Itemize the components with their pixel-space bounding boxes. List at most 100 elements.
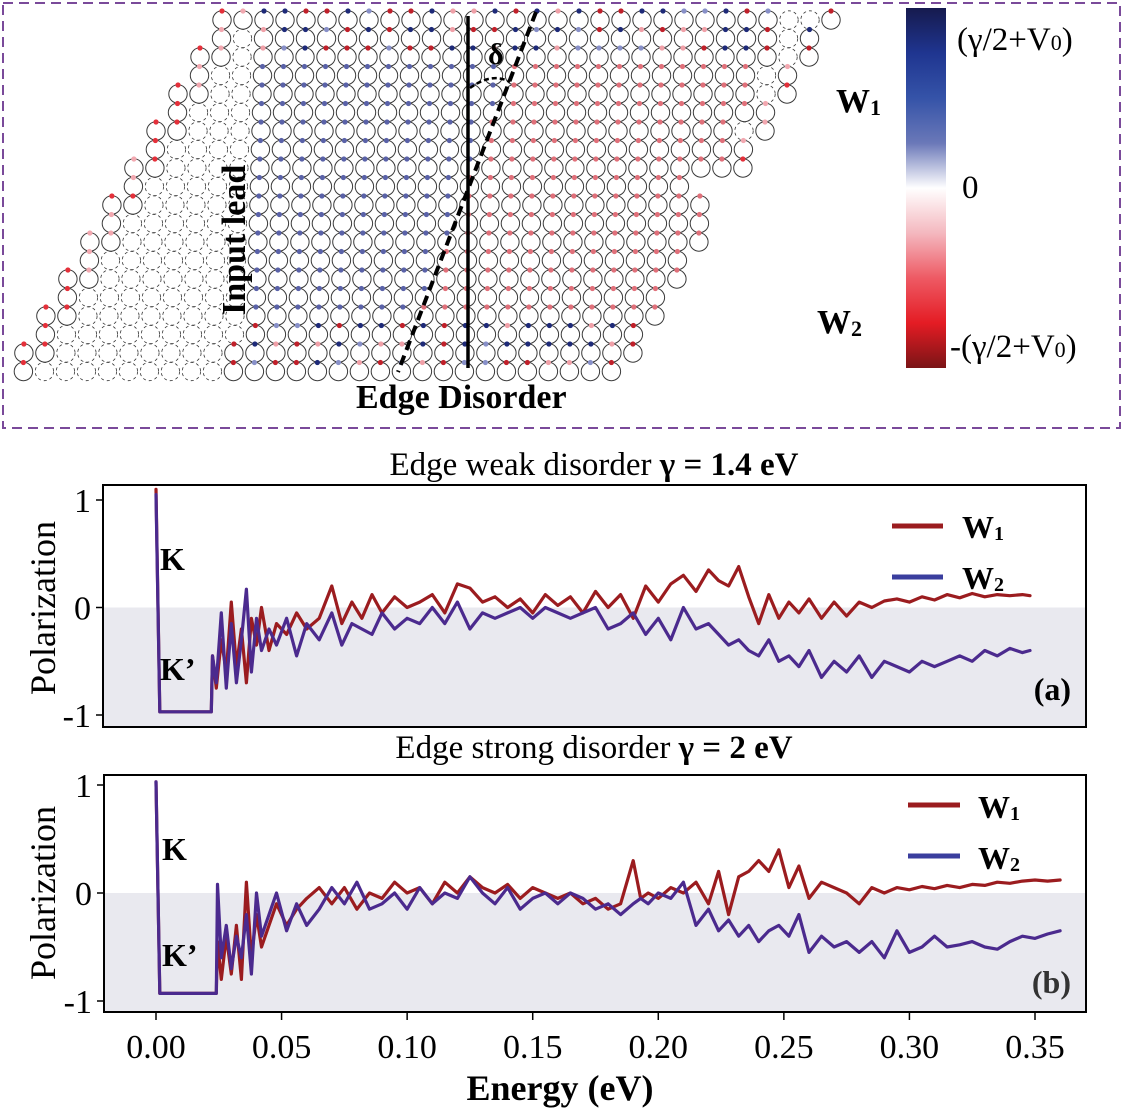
lattice-site: [406, 82, 412, 88]
lattice-site: [552, 100, 559, 107]
lattice-ring: [209, 102, 230, 123]
lattice-site: [743, 26, 750, 33]
lattice-ring: [163, 250, 183, 271]
lattice-site: [615, 119, 621, 125]
lattice-ring: [184, 269, 204, 289]
lattice-site: [361, 193, 367, 199]
lattice-site: [632, 267, 638, 273]
lattice-site: [723, 8, 729, 14]
lattice-site: [279, 119, 285, 125]
lattice-site: [511, 82, 517, 88]
lattice-site: [555, 8, 561, 14]
lattice-site: [381, 211, 387, 218]
lattice-site: [317, 248, 323, 255]
lattice-site: [362, 137, 368, 144]
w1-label: W1: [836, 83, 881, 120]
lattice-site: [174, 119, 180, 125]
lattice-site: [595, 82, 601, 88]
lattice-site: [108, 211, 114, 218]
lattice-site: [407, 26, 414, 33]
lattice-site: [610, 285, 617, 292]
lattice-ring: [121, 250, 141, 271]
lattice-site: [696, 211, 703, 218]
lattice-site: [280, 82, 286, 88]
lattice-site: [637, 82, 643, 88]
lattice-site: [613, 174, 620, 181]
colorbar-max-label: (γ/2+V0): [957, 22, 1073, 58]
lattice-site: [294, 322, 300, 329]
lattice-site: [806, 26, 813, 33]
lattice-site: [740, 156, 746, 162]
lattice-ring: [229, 139, 249, 160]
lattice-site: [322, 63, 329, 70]
lattice-site: [552, 119, 558, 125]
lattice-site: [462, 341, 468, 347]
lattice-site: [342, 119, 348, 125]
lattice-site: [469, 63, 476, 70]
lattice-site: [762, 100, 769, 107]
lattice-site: [652, 285, 659, 292]
lattice-site: [616, 63, 623, 70]
lattice-site: [571, 193, 577, 199]
lattice-site: [425, 156, 431, 162]
lattice-site: [358, 285, 364, 292]
lattice-site: [377, 359, 383, 366]
lattice-site: [64, 304, 70, 310]
lattice-ring: [119, 343, 139, 363]
lattice-site: [592, 174, 599, 181]
lattice-site: [444, 230, 450, 236]
lattice-site: [254, 248, 260, 255]
lattice-site: [319, 174, 325, 181]
x-tick-label: 0.15: [503, 1029, 563, 1066]
lattice-site: [259, 82, 265, 88]
lattice-ring: [188, 121, 208, 141]
lattice-site: [218, 26, 225, 33]
angle-arc: [469, 76, 511, 90]
lattice-site: [319, 193, 325, 199]
lattice-site: [533, 26, 540, 33]
lattice-ring: [165, 176, 185, 197]
lattice-site: [297, 230, 303, 236]
lattice-site: [594, 119, 600, 125]
lattice-site: [572, 137, 579, 144]
lattice-site: [701, 45, 707, 51]
lattice-site: [403, 193, 409, 199]
lattice-site: [681, 8, 687, 14]
lattice-site: [489, 100, 496, 107]
lattice-site: [384, 100, 391, 107]
lattice-site: [314, 359, 320, 366]
lattice-site: [573, 100, 580, 107]
lattice-site: [657, 100, 664, 107]
lattice-ring: [141, 287, 161, 308]
lattice-ring: [143, 213, 163, 234]
lattice-site: [297, 211, 303, 218]
lattice-ring: [164, 232, 184, 252]
lattice-site: [659, 26, 666, 33]
lattice-site: [486, 211, 492, 218]
lattice-site: [674, 267, 680, 273]
lattice-site: [429, 8, 435, 14]
lattice-site: [740, 137, 747, 144]
lattice-site: [152, 137, 158, 144]
lattice-site: [485, 267, 491, 273]
lattice-site: [447, 119, 453, 125]
lattice-site: [546, 322, 553, 329]
lattice-site: [506, 248, 512, 255]
lattice-site: [608, 359, 615, 366]
lattice-ring: [185, 232, 205, 252]
lattice-site: [609, 341, 615, 347]
lattice-site: [524, 359, 531, 366]
lattice-ring: [203, 324, 223, 345]
lattice-site: [719, 156, 725, 162]
lattice-site: [86, 248, 92, 255]
lattice-site: [652, 304, 658, 310]
lattice-site: [596, 26, 603, 33]
lattice-ring: [231, 65, 252, 86]
lattice-site: [617, 45, 623, 51]
lattice-ring: [99, 306, 119, 326]
lattice-site: [508, 193, 514, 199]
lattice-site: [360, 211, 366, 218]
lattice-site: [721, 82, 727, 88]
chart-title-b: Edge strong disorder γ = 2 eV: [395, 730, 792, 766]
lattice-site: [275, 267, 281, 273]
